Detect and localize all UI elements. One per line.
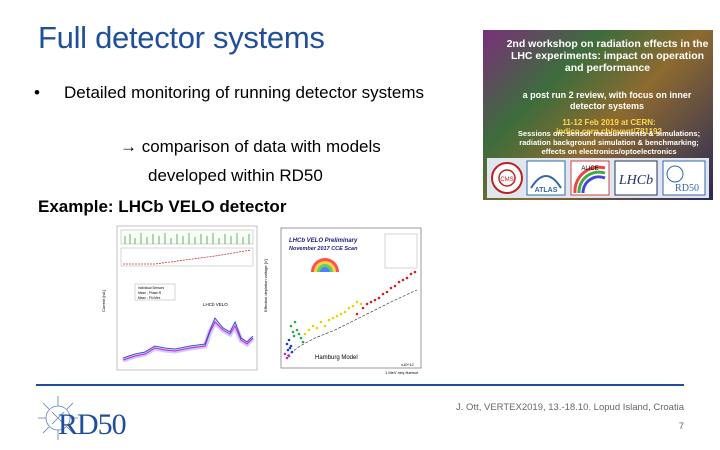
temp-strip: [120, 229, 254, 245]
left-legend-0: Individual Sensors: [138, 286, 164, 290]
right-legend: [384, 233, 418, 269]
model-line: [286, 289, 418, 357]
rd50-logo-text: RD50: [58, 408, 127, 441]
rd50-seal-icon: [38, 396, 78, 440]
citation: J. Ott, VERTEX2019, 13.-18.10. Lopud Isl…: [456, 402, 684, 413]
arrow-line-1: → comparison of data with models: [120, 137, 381, 156]
scatter-points: [283, 270, 417, 360]
current-curves: [122, 317, 255, 363]
fluence-strip: [120, 247, 254, 267]
poster-date: 11-12 Feb 2019 at CERN: indico.cern.ch/e…: [556, 118, 662, 136]
slide-title: Full detector systems: [38, 20, 325, 55]
alice-logo: ALICE: [570, 160, 610, 196]
left-legend: [134, 283, 176, 301]
logo-lhcb-label: LHCb: [618, 173, 653, 188]
poster-title: 2nd workshop on radiation effects in the…: [506, 38, 709, 74]
logo-rd50-label: RD50: [675, 183, 699, 194]
arrow-line-2: developed within RD50: [148, 166, 323, 185]
left-legend-2: Mean - Phi Mex: [138, 296, 161, 300]
right-ylabel: Effective depletion voltage [V]: [263, 259, 268, 312]
temp-spikes: [124, 233, 250, 244]
poster-logos: CMS ATLAS ALICE LHCb RD50: [487, 158, 709, 198]
model-label: Hamburg Model: [315, 355, 358, 361]
plots-figure: Individual Sensors Mean - Phase-R Mean -…: [101, 225, 422, 375]
right-x-exp: x10^12: [401, 362, 415, 367]
bullet-dot: •: [34, 83, 40, 102]
left-ylabel: Current [nA]: [101, 290, 106, 312]
logo-alice-label: ALICE: [581, 166, 598, 172]
right-plot-title: LHCb VELO Preliminary: [289, 238, 358, 244]
detector-inset: [311, 258, 339, 286]
right-plot: LHCb VELO Preliminary November 2017 CCE …: [263, 227, 422, 375]
right-xlabel: 1 MeV neq fluence: [385, 370, 419, 375]
footer-divider: [36, 384, 684, 386]
left-legend-1: Mean - Phase-R: [138, 291, 162, 295]
left-plot: Individual Sensors Mean - Phase-R Mean -…: [101, 225, 258, 371]
logo-atlas-label: ATLAS: [535, 187, 558, 194]
page-number: 7: [678, 421, 684, 432]
lhcb-logo: LHCb: [614, 160, 658, 196]
atlas-logo: ATLAS: [526, 160, 566, 196]
poster-subtitle: a post run 2 review, with focus on inner…: [522, 90, 692, 111]
bullet-text: Detailed monitoring of running detector …: [64, 83, 425, 102]
poster-sessions: Sessions on: sensor measurements & simul…: [517, 129, 701, 156]
right-plot-subtitle: November 2017 CCE Scan: [289, 246, 358, 252]
left-plot-label: LHCb VELO: [203, 302, 228, 307]
fluence-curve: [123, 249, 252, 265]
rd50-small-logo: RD50: [662, 160, 706, 196]
cms-logo: CMS: [491, 162, 523, 194]
logo-cms-label: CMS: [500, 177, 513, 183]
example-heading: Example: LHCb VELO detector: [38, 197, 287, 216]
